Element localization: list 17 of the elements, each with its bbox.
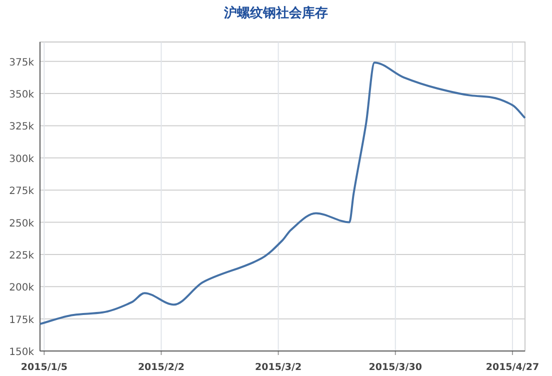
y-tick-label: 150k <box>9 347 34 358</box>
y-tick-label: 200k <box>9 282 34 294</box>
y-tick-label: 375k <box>9 57 34 68</box>
x-tick-label: 2015/3/30 <box>368 362 422 373</box>
chart-title: 沪螺纹钢社会库存 <box>223 5 328 21</box>
y-tick-label: 250k <box>9 218 34 230</box>
y-tick-label: 350k <box>9 90 34 100</box>
x-tick-label: 2015/1/5 <box>20 362 68 373</box>
y-tick-label: 300k <box>9 154 34 165</box>
line-series <box>39 62 526 325</box>
y-tick-label: 275k <box>9 186 34 198</box>
x-tick-label: 2015/2/2 <box>138 362 185 373</box>
x-tick-label: 2015/4/27 <box>486 362 540 373</box>
y-tick-label: 325k <box>9 122 34 133</box>
y-tick-label: 175k <box>9 314 34 326</box>
x-tick-label: 2015/3/2 <box>255 362 302 373</box>
y-tick-label: 225k <box>9 250 34 262</box>
